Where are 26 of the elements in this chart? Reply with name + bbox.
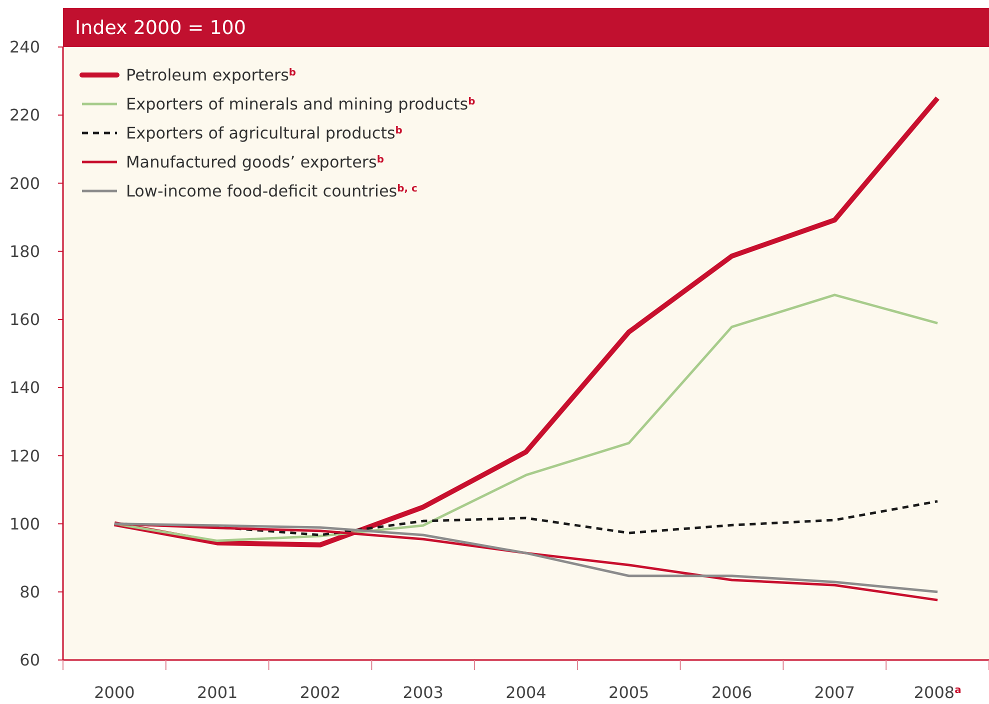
x-tick-label: 2000 bbox=[94, 683, 135, 702]
x-tick-label: 2008$^{a}$ bbox=[914, 683, 962, 702]
x-tick-label: 2002 bbox=[300, 683, 341, 702]
x-tick-label: 2003 bbox=[402, 683, 444, 702]
x-tick-label: 2005 bbox=[608, 683, 650, 702]
x-tick-label: 2006 bbox=[711, 683, 752, 702]
legend-label: Low-income food-deficit countries$^{b, c}$ bbox=[126, 182, 418, 201]
line-series bbox=[113, 294, 939, 542]
legend-label: Exporters of agricultural products$^{b}$ bbox=[126, 124, 402, 143]
y-tick-label: 240 bbox=[9, 38, 40, 57]
legend-label: Manufactured goods’ exporters$^{b}$ bbox=[126, 152, 384, 172]
y-tick-label: 180 bbox=[9, 242, 40, 261]
chart-title: Index 2000 = 100 bbox=[75, 17, 246, 39]
y-tick-label: 60 bbox=[20, 650, 40, 670]
y-tick-label: 200 bbox=[9, 174, 40, 193]
x-tick-label: 2007 bbox=[814, 683, 856, 702]
y-tick-label: 160 bbox=[9, 310, 40, 330]
legend-label: Exporters of minerals and mining products$^{b}$ bbox=[126, 94, 476, 114]
y-tick-label: 220 bbox=[9, 106, 40, 125]
y-tick-label: 100 bbox=[9, 514, 40, 534]
y-tick-label: 80 bbox=[20, 582, 40, 602]
x-tick-label: 2004 bbox=[506, 683, 546, 702]
legend-label: Petroleum exporters$^{b}$ bbox=[126, 66, 296, 85]
x-tick-label: 2001 bbox=[196, 683, 238, 702]
y-tick-label: 120 bbox=[9, 446, 40, 466]
y-tick-label: 140 bbox=[9, 378, 40, 398]
